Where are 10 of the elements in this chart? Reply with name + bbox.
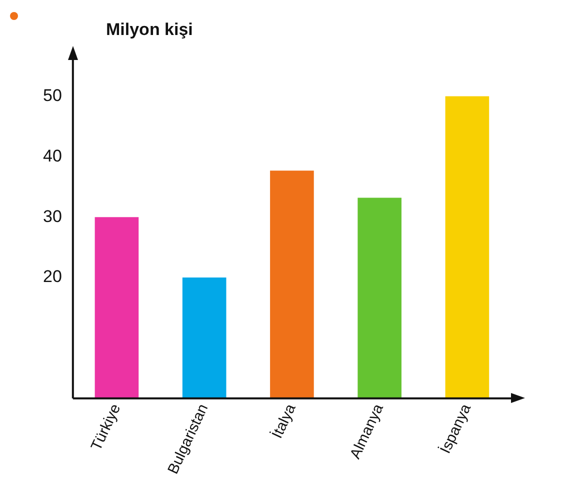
bar	[182, 278, 226, 398]
y-tick-label: 30	[42, 206, 62, 226]
y-tick-label: 20	[42, 267, 62, 286]
y-tick-label: 50	[42, 86, 62, 105]
bar	[445, 96, 490, 398]
y-axis-title: Milyon kişi	[106, 20, 193, 40]
bar	[270, 170, 314, 398]
bar	[358, 198, 402, 398]
bar	[94, 217, 139, 398]
y-tick-label: 40	[42, 146, 62, 166]
